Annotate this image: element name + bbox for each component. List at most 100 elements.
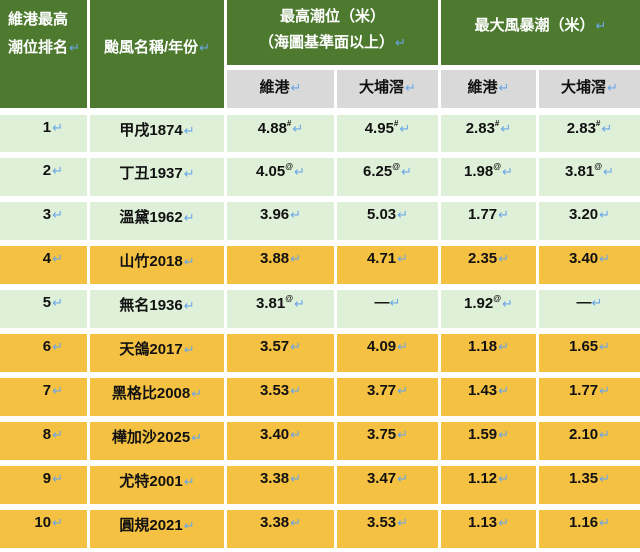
max-level-victoria-harbour-cell: 3.88↵ <box>227 246 334 284</box>
max-level-victoria-harbour-cell-value: 3.40 <box>259 426 290 443</box>
return-mark-icon: ↵ <box>191 386 203 401</box>
max-level-tai-po-kau-cell: 4.95#↵ <box>337 115 438 152</box>
return-mark-icon: ↵ <box>52 515 63 530</box>
max-level-tai-po-kau-cell: 3.47↵ <box>337 466 438 504</box>
max-level-tai-po-kau-cell-value: 4.09 <box>366 338 397 355</box>
max-surge-victoria-harbour-cell: 1.77↵ <box>441 202 536 240</box>
max-level-tai-po-kau-cell-value: 3.53 <box>366 514 397 531</box>
max-surge-tai-po-kau-cell: 3.40↵ <box>539 246 640 284</box>
rank-cell: 9↵ <box>0 466 87 504</box>
max-level-tai-po-kau-cell: 4.71↵ <box>337 246 438 284</box>
footnote-marker: @ <box>493 294 502 303</box>
max-surge-tai-po-kau-cell-value: 3.20 <box>568 206 599 223</box>
max-level-tai-po-kau-cell-value: 3.47 <box>366 470 397 487</box>
max-surge-victoria-harbour-cell-value: 2.83 <box>465 120 495 137</box>
return-mark-icon: ↵ <box>52 251 63 266</box>
max-surge-victoria-harbour-cell-value: 1.77 <box>467 206 498 223</box>
max-surge-tai-po-kau-cell-value: 1.65 <box>568 338 599 355</box>
max-surge-tai-po-kau-cell-value: 3.81 <box>565 163 595 180</box>
return-mark-icon: ↵ <box>290 80 302 95</box>
return-mark-icon: ↵ <box>52 295 63 310</box>
max-surge-tai-po-kau-cell-value: — <box>576 294 592 311</box>
subheader-surge-tai-po-kau: 大埔滘↵ <box>539 70 640 108</box>
typhoon-name-cell-value: 甲戌1874 <box>119 122 183 139</box>
max-surge-tai-po-kau-cell: 3.81@↵ <box>539 158 640 196</box>
return-mark-icon: ↵ <box>599 471 611 486</box>
return-mark-icon: ↵ <box>498 471 510 486</box>
footnote-marker: @ <box>285 294 294 303</box>
return-mark-icon: ↵ <box>389 295 401 310</box>
return-mark-icon: ↵ <box>397 427 409 442</box>
max-surge-victoria-harbour-cell: 1.13↵ <box>441 510 536 548</box>
max-surge-victoria-harbour-cell-value: 1.12 <box>467 470 498 487</box>
max-level-tai-po-kau-cell: 3.77↵ <box>337 378 438 416</box>
typhoon-name-cell-value: 黑格比2008 <box>111 385 191 402</box>
subheader-surge-victoria-harbour: 維港↵ <box>441 70 536 108</box>
return-mark-icon: ↵ <box>591 295 603 310</box>
max-surge-tai-po-kau-cell: 3.20↵ <box>539 202 640 240</box>
max-level-victoria-harbour-cell: 3.53↵ <box>227 378 334 416</box>
typhoon-name-cell-value: 圓規2021 <box>119 517 183 534</box>
max-surge-victoria-harbour-cell-value: 2.35 <box>467 250 498 267</box>
footnote-marker: # <box>494 119 500 128</box>
max-surge-tai-po-kau-cell-value: 2.10 <box>568 426 599 443</box>
max-level-victoria-harbour-cell-value: 3.38 <box>259 470 290 487</box>
header-typhoon-name-label: 颱風名稱/年份 <box>103 39 199 56</box>
return-mark-icon: ↵ <box>183 342 195 357</box>
max-surge-tai-po-kau-cell: —↵ <box>539 290 640 328</box>
return-mark-icon: ↵ <box>601 121 613 136</box>
max-surge-victoria-harbour-cell: 1.98@↵ <box>441 158 536 196</box>
return-mark-icon: ↵ <box>52 339 63 354</box>
return-mark-icon: ↵ <box>397 339 409 354</box>
footnote-marker: # <box>393 119 399 128</box>
return-mark-icon: ↵ <box>290 339 302 354</box>
return-mark-icon: ↵ <box>599 515 611 530</box>
return-mark-icon: ↵ <box>290 471 302 486</box>
return-mark-icon: ↵ <box>52 471 63 486</box>
max-level-victoria-harbour-cell-value: 3.57 <box>259 338 290 355</box>
typhoon-name-cell-value: 無名1936 <box>119 297 183 314</box>
max-level-tai-po-kau-cell-value: 3.75 <box>366 426 397 443</box>
return-mark-icon: ↵ <box>290 515 302 530</box>
max-level-tai-po-kau-cell-value: 4.71 <box>366 250 397 267</box>
return-mark-icon: ↵ <box>498 383 510 398</box>
max-level-tai-po-kau-cell-value: — <box>374 294 390 311</box>
max-level-tai-po-kau-cell: —↵ <box>337 290 438 328</box>
header-typhoon-name: 颱風名稱/年份↵ <box>90 0 224 108</box>
return-mark-icon: ↵ <box>294 164 305 179</box>
return-mark-icon: ↵ <box>397 207 409 222</box>
typhoon-name-cell-value: 溫黛1962 <box>119 209 183 226</box>
max-level-victoria-harbour-cell: 3.96↵ <box>227 202 334 240</box>
max-surge-tai-po-kau-cell: 1.35↵ <box>539 466 640 504</box>
rank-cell-value: 5 <box>42 294 52 311</box>
header-rank-line2: 潮位排名 <box>8 39 69 56</box>
max-level-victoria-harbour-cell-value: 4.05 <box>256 163 286 180</box>
typhoon-name-cell-value: 尤特2001 <box>119 473 183 490</box>
return-mark-icon: ↵ <box>52 383 63 398</box>
return-mark-icon: ↵ <box>294 296 305 311</box>
max-surge-victoria-harbour-cell-value: 1.98 <box>464 163 494 180</box>
max-level-tai-po-kau-cell-value: 4.95 <box>364 120 394 137</box>
typhoon-name-cell-value: 丁丑1937 <box>119 165 183 182</box>
max-surge-victoria-harbour-cell-value: 1.92 <box>464 295 494 312</box>
rank-cell: 10↵ <box>0 510 87 548</box>
max-level-tai-po-kau-cell: 3.75↵ <box>337 422 438 460</box>
max-level-tai-po-kau-cell-value: 3.77 <box>366 382 397 399</box>
typhoon-name-cell-value: 樺加沙2025 <box>111 429 191 446</box>
return-mark-icon: ↵ <box>502 296 513 311</box>
return-mark-icon: ↵ <box>401 164 412 179</box>
max-surge-tai-po-kau-cell: 1.77↵ <box>539 378 640 416</box>
max-level-tai-po-kau-cell: 4.09↵ <box>337 334 438 372</box>
rank-cell: 4↵ <box>0 246 87 284</box>
max-level-tai-po-kau-cell: 5.03↵ <box>337 202 438 240</box>
max-surge-victoria-harbour-cell-value: 1.59 <box>467 426 498 443</box>
max-level-victoria-harbour-cell: 3.40↵ <box>227 422 334 460</box>
header-rank-line1: 維港最高 <box>8 11 69 28</box>
return-mark-icon: ↵ <box>290 207 302 222</box>
max-level-victoria-harbour-cell-value: 3.88 <box>259 250 290 267</box>
max-level-victoria-harbour-cell: 3.38↵ <box>227 466 334 504</box>
return-mark-icon: ↵ <box>397 515 409 530</box>
return-mark-icon: ↵ <box>292 121 304 136</box>
return-mark-icon: ↵ <box>599 339 611 354</box>
return-mark-icon: ↵ <box>500 121 512 136</box>
